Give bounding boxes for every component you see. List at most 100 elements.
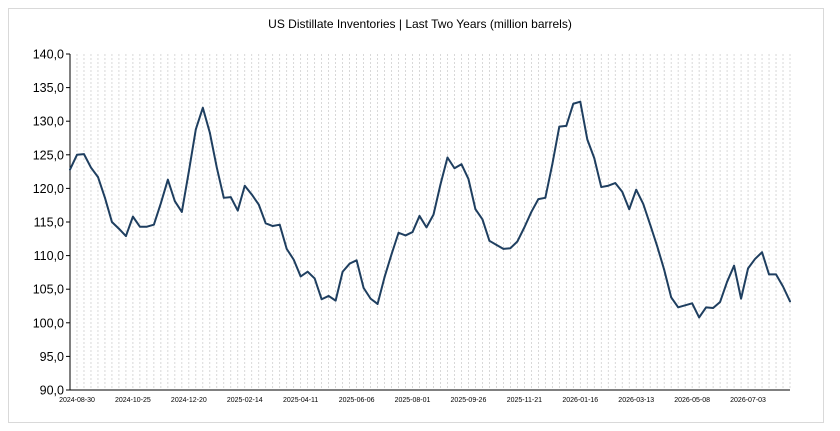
x-tick-label: 2026-01-16 (562, 397, 598, 404)
data-point (97, 176, 99, 178)
data-point (579, 100, 582, 103)
data-point (761, 251, 763, 254)
data-point (621, 190, 624, 193)
x-tick-label: 2025-09-26 (451, 397, 487, 404)
data-point (740, 297, 742, 300)
data-point (712, 307, 714, 309)
data-point (383, 276, 386, 278)
data-point (656, 245, 658, 247)
data-point (551, 163, 554, 166)
data-point (160, 202, 162, 204)
data-point (104, 197, 106, 199)
data-point (334, 299, 337, 302)
data-point (285, 248, 288, 250)
data-point (754, 258, 756, 260)
data-point (649, 223, 651, 226)
data-point (195, 128, 197, 131)
x-tick-label: 2025-08-01 (395, 397, 431, 404)
data-point (670, 296, 672, 299)
x-tick-label: 2024-10-25 (115, 397, 151, 404)
x-tick-label: 2024-12-20 (171, 397, 207, 404)
data-point (181, 211, 183, 213)
data-point (348, 262, 351, 265)
data-point (404, 234, 407, 237)
chart-frame (8, 8, 824, 423)
data-point (118, 227, 120, 230)
data-point (313, 277, 316, 280)
data-point (628, 208, 631, 211)
data-point (733, 264, 735, 267)
data-point (76, 154, 78, 156)
data-point (132, 215, 134, 218)
y-tick-label: 105,0 (33, 283, 64, 297)
data-point (453, 167, 456, 170)
x-tick-label: 2025-04-11 (283, 397, 318, 404)
series (69, 100, 791, 319)
y-tick-label: 135,0 (33, 81, 64, 95)
data-point (684, 304, 686, 307)
data-point (167, 178, 169, 181)
series-line (69, 100, 791, 319)
data-point (306, 270, 309, 273)
data-point (202, 106, 204, 109)
data-point (425, 226, 428, 229)
data-point (488, 240, 491, 242)
data-point (663, 268, 665, 271)
data-point (174, 200, 176, 202)
data-point (69, 168, 71, 171)
data-point (139, 225, 141, 228)
data-point (320, 298, 323, 301)
data-point (474, 208, 477, 211)
x-tick-label: 2026-07-03 (730, 397, 766, 404)
data-point (439, 183, 442, 186)
data-point (299, 275, 302, 278)
y-tick-label: 110,0 (34, 249, 64, 263)
data-point (789, 300, 791, 303)
data-point (677, 306, 679, 309)
data-point (502, 248, 505, 250)
y-tick-label: 95,0 (40, 350, 64, 364)
y-tick-label: 125,0 (33, 148, 64, 162)
x-tick-label: 2026-05-08 (674, 397, 710, 404)
data-point (264, 222, 267, 225)
data-point (726, 281, 728, 283)
data-point (376, 303, 379, 305)
data-point (544, 197, 547, 199)
data-point (188, 170, 190, 173)
y-tick-label: 140,0 (33, 48, 64, 62)
data-point (250, 193, 253, 196)
data-point (600, 186, 603, 188)
x-tick-label: 2025-02-14 (227, 397, 263, 404)
x-tick-label: 2025-11-21 (507, 397, 542, 404)
data-point (614, 182, 617, 184)
data-point (768, 273, 770, 276)
data-point (341, 270, 344, 273)
y-tick-label: 115,0 (34, 216, 64, 230)
data-point (243, 184, 246, 187)
data-point (446, 156, 449, 159)
data-point (397, 231, 400, 234)
data-point (481, 218, 484, 221)
data-point (222, 197, 225, 199)
data-point (327, 295, 330, 297)
data-point (355, 259, 358, 262)
data-point (593, 157, 596, 159)
data-point (83, 153, 85, 155)
data-point (369, 297, 372, 300)
data-point (523, 226, 526, 229)
y-tick-labels: 140,0 135,0 130,0 125,0 120,0 115,0 110,0 105,0… (33, 48, 64, 398)
data-point (153, 223, 155, 226)
data-point (537, 198, 540, 200)
axes (66, 53, 790, 391)
data-point (586, 138, 589, 141)
data-point (558, 125, 561, 128)
data-point (775, 273, 777, 276)
chart-title: US Distillate Inventories | Last Two Yea… (268, 17, 572, 31)
data-point (271, 225, 274, 227)
data-point (530, 211, 533, 213)
data-point (705, 306, 707, 309)
data-point (516, 240, 519, 243)
data-point (236, 209, 239, 212)
y-tick-label: 120,0 (33, 182, 64, 196)
